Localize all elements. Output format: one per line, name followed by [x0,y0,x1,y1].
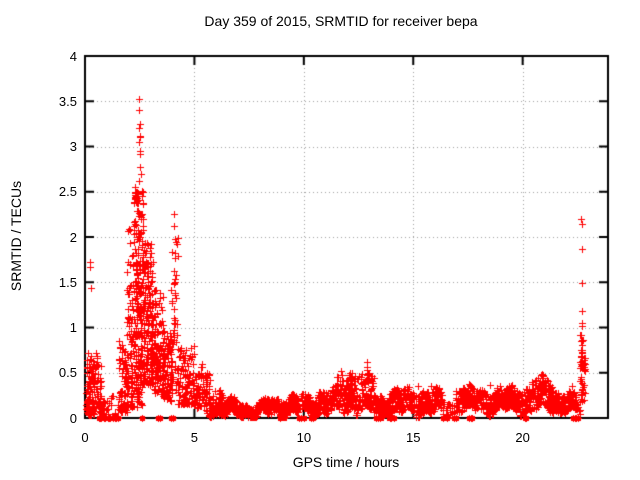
y-tick-label: 2.5 [58,184,77,200]
y-tick-label: 3 [69,139,77,154]
y-tick-label: 2 [69,229,77,245]
y-tick-label: 1.5 [58,274,77,290]
x-tick-label: 10 [296,430,312,445]
y-tick-label: 4 [69,48,77,64]
x-tick-label: 5 [190,430,199,445]
y-tick-label: 0 [69,410,77,426]
x-tick-label: 15 [406,430,421,445]
y-tick-label: 1 [69,320,77,335]
y-tick-label: 0.5 [58,365,77,381]
x-axis-label: GPS time / hours [292,454,400,470]
chart-title: Day 359 of 2015, SRMTID for receiver bep… [204,13,478,29]
x-tick-label: 20 [515,430,530,445]
y-tick-label: 3.5 [58,93,77,109]
x-tick-label: 0 [81,430,89,445]
